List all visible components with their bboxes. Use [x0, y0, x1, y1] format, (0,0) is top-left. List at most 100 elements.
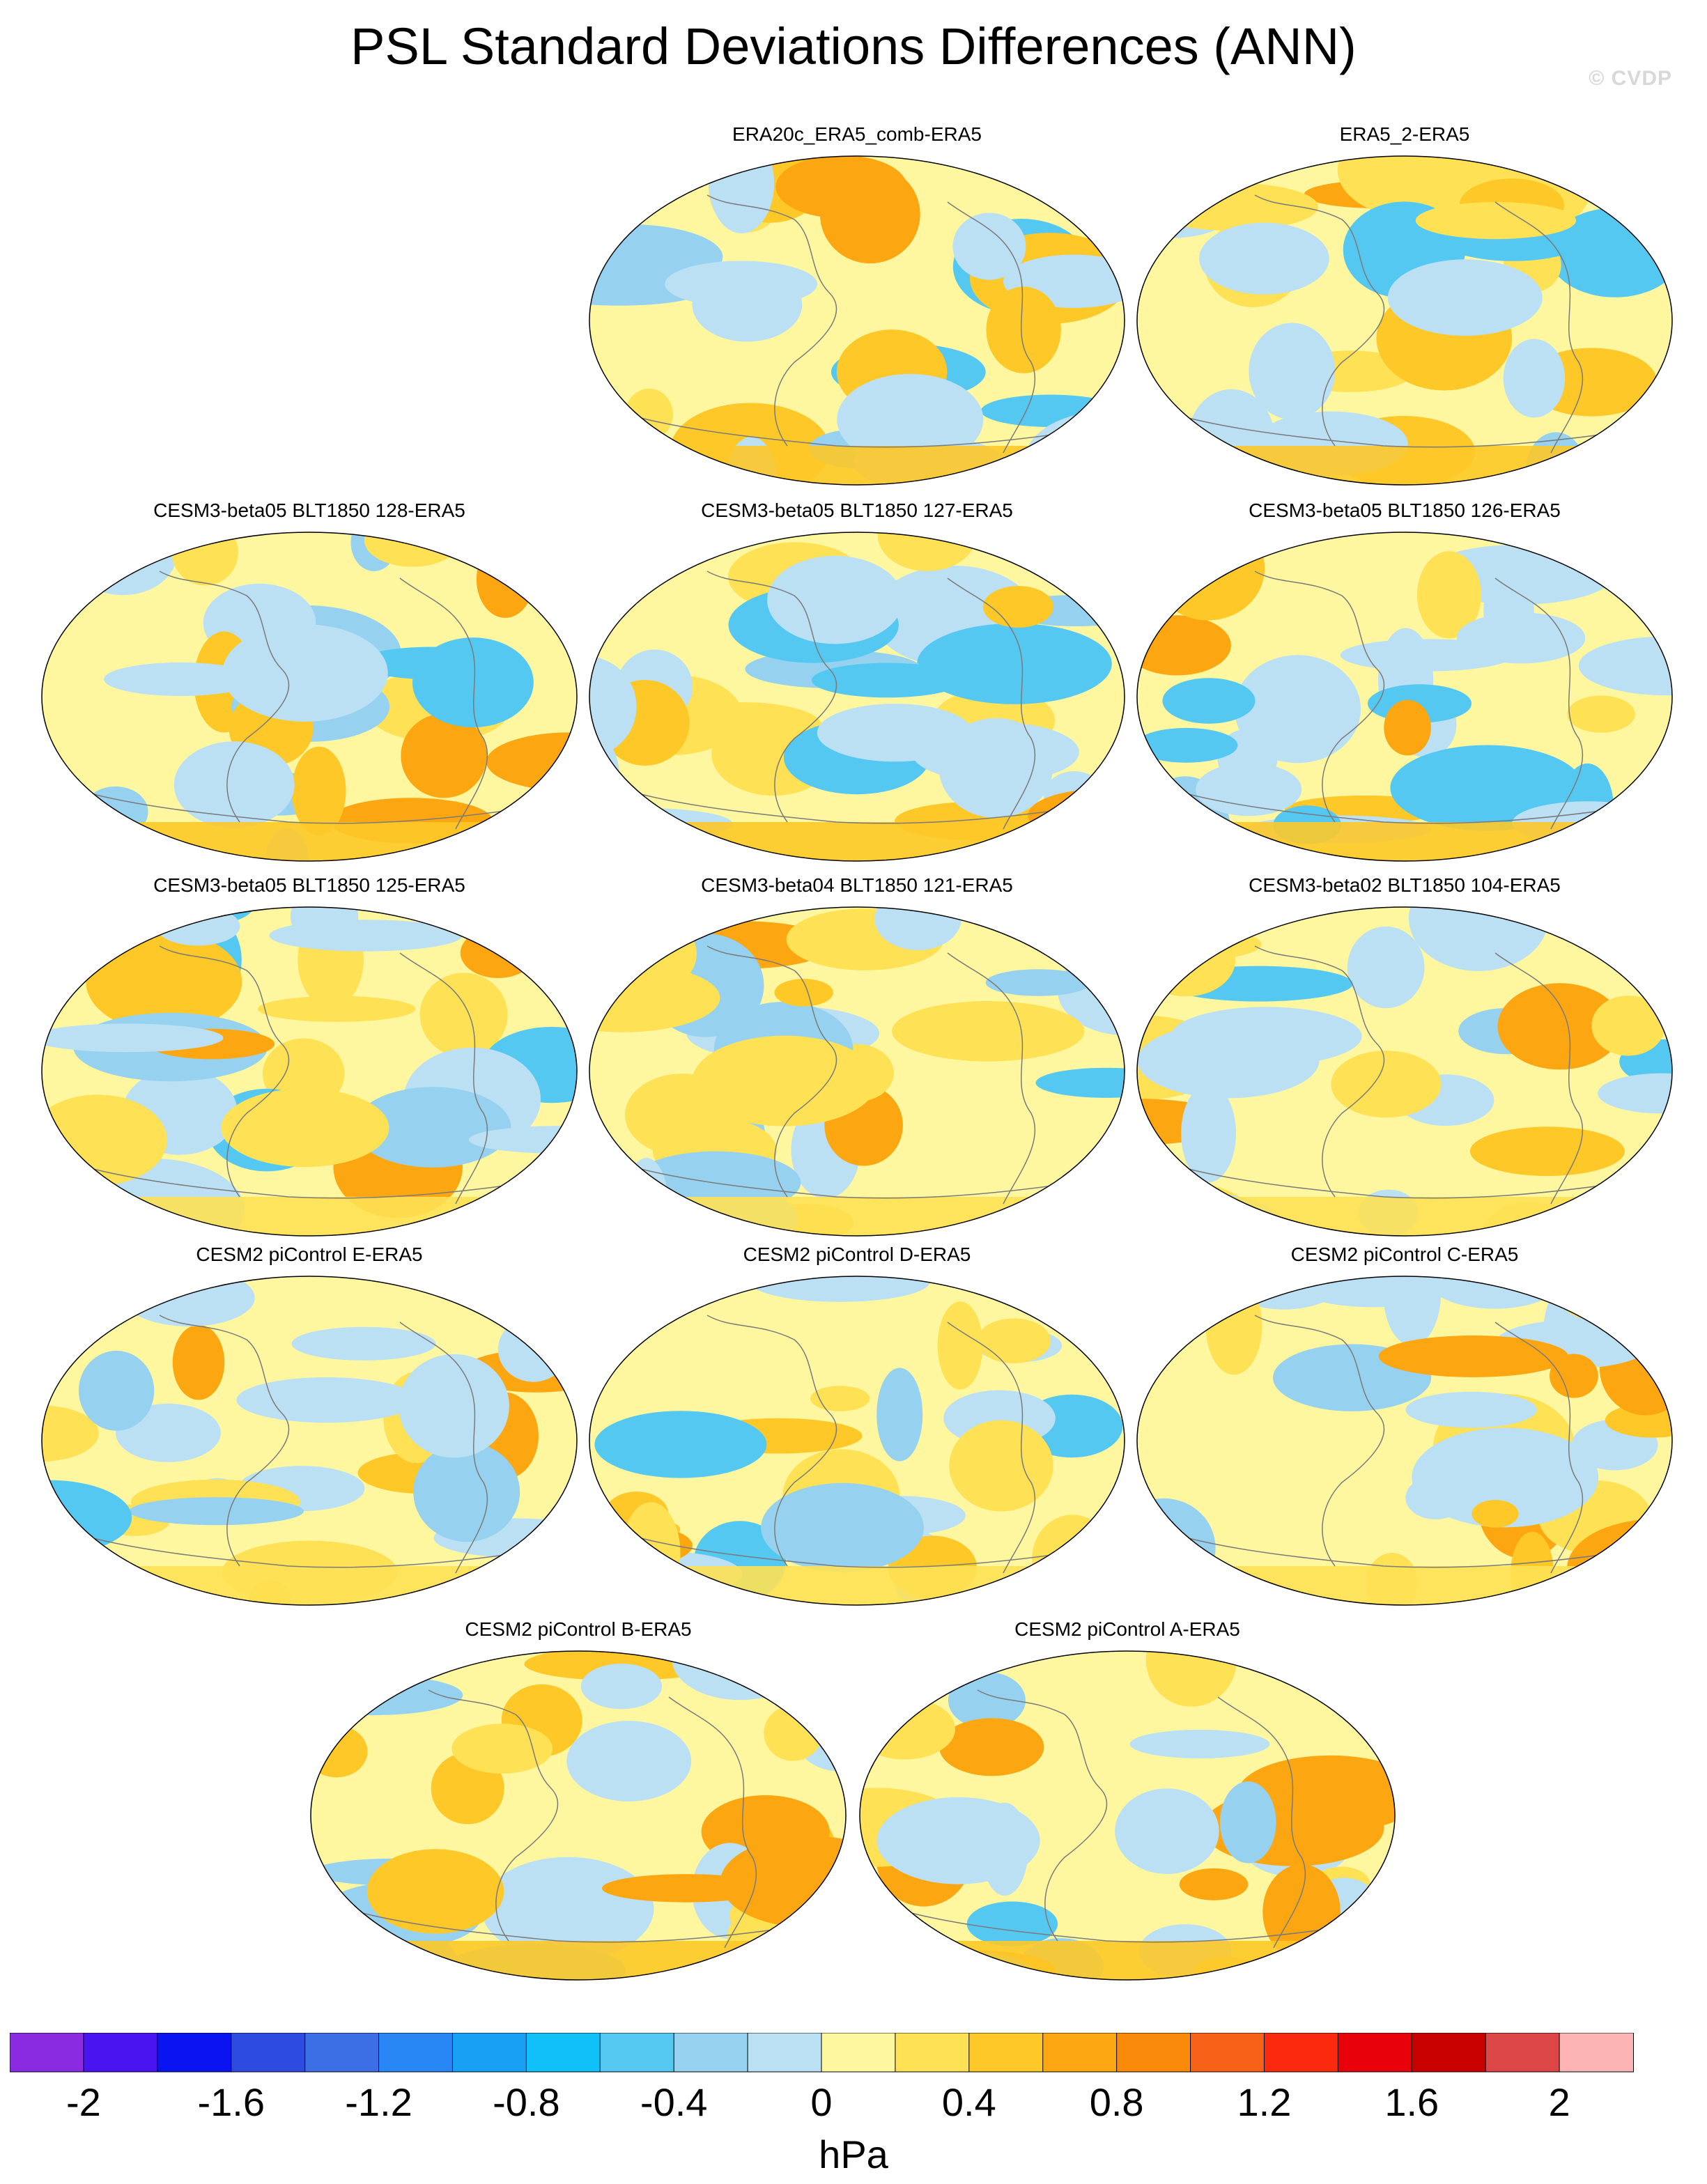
positive-anomaly-region [1416, 551, 1481, 639]
positive-anomaly-region [1137, 924, 1236, 997]
negative-anomaly-region [789, 1651, 846, 1707]
positive-anomaly-region [1337, 156, 1484, 217]
map-panel-beta05-126: CESM3-beta05 BLT1850 126-ERA5 [1133, 499, 1676, 872]
positive-anomaly-region [1550, 1354, 1598, 1398]
negative-anomaly-region [413, 1442, 520, 1542]
positive-anomaly-region [774, 979, 833, 1007]
negative-anomaly-region [83, 786, 148, 837]
negative-anomaly-region [917, 623, 1112, 704]
map-panel-era5-2: ERA5_2-ERA5 [1133, 123, 1676, 495]
map-cesm2-c [1136, 1276, 1673, 1606]
colorbar-tick-label: -2 [66, 2080, 101, 2124]
positive-anomaly-region [986, 286, 1061, 373]
negative-anomaly-region [1249, 323, 1336, 420]
negative-anomaly-region [354, 1087, 511, 1168]
coastline [93, 1315, 526, 1574]
coastline [93, 945, 526, 1205]
coastline [1188, 1315, 1621, 1574]
negative-anomaly-region [594, 1411, 767, 1478]
positive-anomaly-region [1378, 1335, 1568, 1377]
panel-label: CESM2 piControl B-ERA5 [465, 1618, 692, 1640]
southern-ocean-band [589, 1566, 1125, 1605]
colorbar-swatch [83, 2033, 158, 2073]
positive-anomaly-region [720, 1836, 846, 1928]
panel-label: CESM3-beta04 BLT1850 121-ERA5 [701, 874, 1013, 896]
positive-anomaly-region [939, 1718, 1044, 1776]
panel-label: CESM3-beta02 BLT1850 104-ERA5 [1249, 874, 1561, 896]
negative-anomaly-region [876, 1797, 1040, 1884]
globe-outline [1136, 906, 1673, 1237]
globe-outline [1136, 532, 1673, 862]
colorbar-tick-label: -0.8 [493, 2080, 560, 2124]
colorbar-swatch [10, 2033, 84, 2073]
positive-anomaly-region [692, 1035, 877, 1126]
negative-anomaly-region [589, 907, 623, 943]
negative-anomaly-region [173, 741, 295, 828]
panel-label: CESM3-beta05 BLT1850 125-ERA5 [153, 874, 465, 896]
negative-anomaly-region [589, 656, 637, 758]
positive-anomaly-region [257, 996, 416, 1022]
colorbar-tick-label: 1.6 [1384, 2080, 1439, 2124]
colorbar [10, 2033, 1696, 2075]
coastline [640, 1315, 1074, 1574]
positive-anomaly-region [1630, 195, 1672, 229]
colorbar-swatch [1190, 2033, 1265, 2073]
map-beta02-104 [1136, 906, 1673, 1237]
colorbar-tick-label: 0 [810, 2080, 833, 2124]
negative-anomaly-region [767, 555, 903, 644]
positive-anomaly-region [366, 1849, 504, 1934]
map-panel-beta02-104: CESM3-beta02 BLT1850 104-ERA5 [1133, 874, 1676, 1246]
cvdp-watermark: © CVDP [1589, 67, 1672, 90]
southern-ocean-band [42, 1566, 577, 1605]
positive-anomaly-region [982, 586, 1053, 628]
negative-anomaly-region [1181, 1084, 1236, 1183]
coastline [640, 945, 1074, 1205]
negative-anomaly-region [1220, 1781, 1276, 1864]
southern-ocean-band [311, 1941, 846, 1980]
negative-anomaly-region [985, 969, 1091, 996]
coastline [1188, 194, 1621, 454]
negative-anomaly-region [399, 1354, 509, 1458]
coastline [93, 571, 526, 830]
negative-anomaly-region [1137, 907, 1238, 931]
negative-anomaly-region [1598, 1073, 1672, 1114]
negative-anomaly-region [497, 1317, 569, 1382]
negative-anomaly-region [236, 1377, 417, 1423]
globe-outline [310, 1650, 847, 1981]
positive-anomaly-region [86, 931, 242, 1032]
negative-anomaly-region [1405, 1476, 1466, 1519]
colorbar-swatch [599, 2033, 675, 2073]
negative-anomaly-region [155, 907, 240, 946]
map-cesm2-d [589, 1276, 1125, 1606]
negative-anomaly-region [412, 637, 534, 728]
positive-anomaly-region [1142, 907, 1252, 935]
positive-anomaly-region [976, 1318, 1051, 1363]
positive-anomaly-region [1143, 183, 1318, 231]
positive-anomaly-region [1145, 1651, 1237, 1707]
negative-anomaly-region [129, 1497, 304, 1526]
colorbar-swatch [1337, 2033, 1413, 2073]
negative-anomaly-region [1162, 678, 1256, 724]
globe-outline [589, 155, 1125, 486]
coastline [640, 571, 1074, 830]
negative-anomaly-region [291, 1326, 436, 1361]
colorbar-tick-label: -0.4 [640, 2080, 708, 2124]
map-beta05-128 [41, 532, 578, 862]
colorbar-tick-label: -1.2 [345, 2080, 412, 2124]
colorbar-swatch [1263, 2033, 1339, 2073]
positive-anomaly-region [401, 713, 487, 798]
positive-anomaly-region [764, 1705, 823, 1761]
panel-label: CESM2 piControl C-ERA5 [1290, 1244, 1519, 1265]
negative-anomaly-region [948, 1672, 1026, 1729]
colorbar-swatch [157, 2033, 232, 2073]
positive-anomaly-region [172, 1324, 225, 1400]
coastline [640, 194, 1074, 454]
figure-title: PSL Standard Deviations Differences (ANN… [350, 17, 1357, 75]
positive-anomaly-region [221, 1088, 389, 1168]
positive-anomaly-region [476, 541, 534, 618]
map-beta05-125 [41, 906, 578, 1237]
colorbar-tick-label: 1.2 [1237, 2080, 1292, 2124]
map-panel-beta05-128: CESM3-beta05 BLT1850 128-ERA5 [38, 499, 581, 872]
positive-anomaly-region [460, 927, 536, 978]
map-panel-beta05-127: CESM3-beta05 BLT1850 127-ERA5 [585, 499, 1129, 872]
